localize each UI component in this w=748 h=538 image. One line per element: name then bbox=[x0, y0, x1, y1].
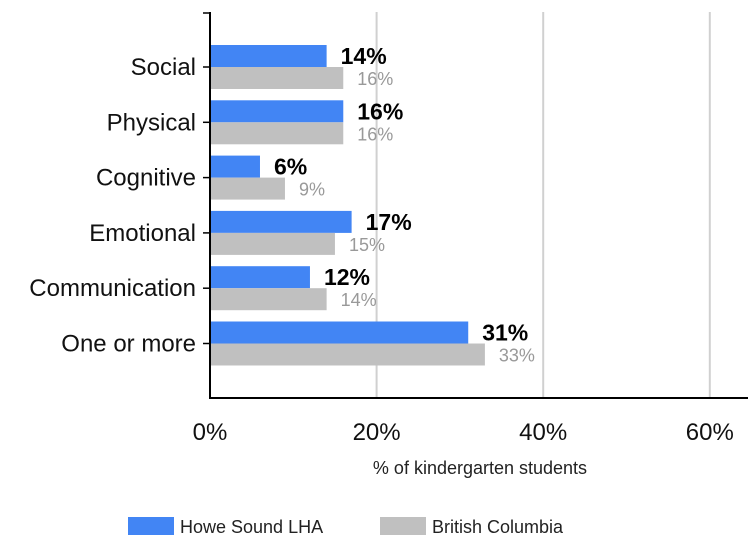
bar-british-columbia bbox=[210, 343, 485, 366]
value-labels: 14%16%16%16%6%9%17%15%12%14%31%33% bbox=[274, 43, 535, 366]
legend-label-howe-sound: Howe Sound LHA bbox=[180, 517, 323, 537]
bar-british-columbia bbox=[210, 122, 344, 145]
value-label-howe-sound: 31% bbox=[482, 320, 528, 346]
value-label-british-columbia: 33% bbox=[499, 346, 535, 366]
value-label-british-columbia: 9% bbox=[299, 180, 325, 200]
bar-howe-sound bbox=[210, 210, 352, 233]
category-label: Physical bbox=[107, 109, 196, 136]
bar-british-columbia bbox=[210, 232, 335, 255]
bar-british-columbia bbox=[210, 288, 327, 311]
value-label-howe-sound: 6% bbox=[274, 154, 307, 180]
bars bbox=[210, 45, 485, 366]
legend-swatch-howe-sound bbox=[128, 517, 174, 535]
value-label-british-columbia: 16% bbox=[357, 124, 393, 144]
bar-howe-sound bbox=[210, 155, 260, 178]
value-label-british-columbia: 14% bbox=[341, 290, 377, 310]
bar-howe-sound bbox=[210, 45, 327, 67]
value-label-howe-sound: 12% bbox=[324, 264, 370, 290]
legend-swatch-british-columbia bbox=[380, 517, 426, 535]
legend-label-british-columbia: British Columbia bbox=[432, 517, 564, 537]
category-label: Social bbox=[131, 54, 196, 81]
category-label: Emotional bbox=[89, 220, 196, 247]
axes bbox=[203, 12, 748, 399]
x-tick-labels: 0% 20% 40% 60% bbox=[193, 419, 734, 446]
x-tick-label: 40% bbox=[519, 419, 567, 446]
x-axis-title: % of kindergarten students bbox=[373, 458, 587, 478]
category-label: Cognitive bbox=[96, 165, 196, 192]
value-label-british-columbia: 16% bbox=[357, 69, 393, 89]
value-label-howe-sound: 14% bbox=[341, 43, 387, 69]
category-label: One or more bbox=[61, 331, 196, 358]
bar-british-columbia bbox=[210, 67, 344, 89]
x-tick-label: 60% bbox=[686, 419, 734, 446]
bar-british-columbia bbox=[210, 177, 285, 200]
category-label: Communication bbox=[29, 275, 196, 302]
bar-howe-sound bbox=[210, 266, 310, 289]
bar-howe-sound bbox=[210, 100, 344, 123]
category-labels: Social Physical Cognitive Emotional Communic… bbox=[29, 54, 196, 358]
value-label-howe-sound: 16% bbox=[357, 98, 403, 124]
legend: Howe Sound LHA British Columbia bbox=[128, 517, 564, 537]
x-tick-label: 0% bbox=[193, 419, 228, 446]
value-label-british-columbia: 15% bbox=[349, 235, 385, 255]
value-label-howe-sound: 17% bbox=[366, 209, 412, 235]
x-tick-label: 20% bbox=[353, 419, 401, 446]
bar-howe-sound bbox=[210, 321, 469, 344]
